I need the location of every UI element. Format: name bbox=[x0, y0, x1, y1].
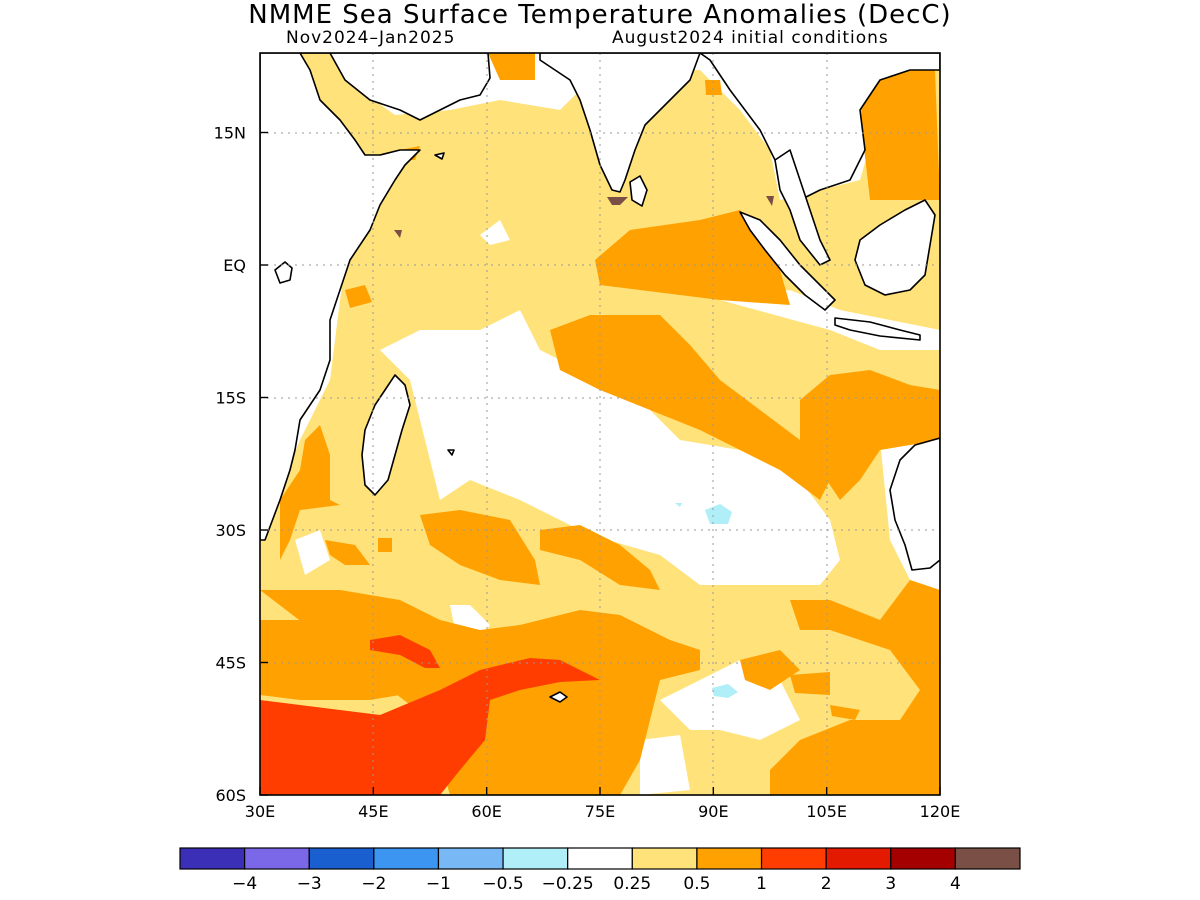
colorbar-swatch bbox=[890, 847, 956, 870]
colorbar-label: −2 bbox=[361, 874, 386, 894]
lon-tick-label: 75E bbox=[585, 802, 615, 821]
colorbar-label: 4 bbox=[950, 874, 961, 894]
kerguelen-island bbox=[549, 691, 568, 703]
lon-tick-label: 120E bbox=[920, 802, 961, 821]
colorbar-swatch bbox=[954, 847, 1021, 870]
colorbar-swatch bbox=[502, 847, 569, 870]
australia-landmass bbox=[889, 437, 940, 571]
colorbar-swatch bbox=[760, 847, 827, 870]
colorbar-swatch bbox=[308, 847, 375, 870]
africa-landmass bbox=[260, 53, 421, 541]
colorbar-label: 1 bbox=[756, 874, 767, 894]
colorbar-swatch bbox=[437, 847, 504, 870]
malay-peninsula-landmass bbox=[774, 149, 831, 266]
colorbar-label: −3 bbox=[297, 874, 322, 894]
colorbar-swatch bbox=[244, 847, 310, 870]
anomaly-band-neg-0.25-neg-0.5 bbox=[675, 503, 738, 698]
colorbar-swatch bbox=[567, 847, 633, 870]
colorbar-swatch bbox=[631, 847, 698, 870]
sri-lanka-landmass bbox=[629, 175, 648, 207]
colorbar-label: −0.5 bbox=[482, 874, 523, 894]
colorbar-swatch bbox=[825, 847, 892, 870]
madagascar-landmass bbox=[361, 374, 411, 496]
lat-tick-label: 15N bbox=[214, 124, 246, 143]
colorbar-label: 2 bbox=[821, 874, 832, 894]
mascarene-islands bbox=[447, 449, 455, 456]
lat-tick-label: 60S bbox=[215, 786, 246, 805]
colorbar: −4 −3 −2 −1 −0.5 −0.25 0.25 0.5 1 2 3 4 bbox=[179, 847, 1021, 894]
colorbar-label: 3 bbox=[885, 874, 896, 894]
sumatra-landmass bbox=[739, 211, 836, 311]
colorbar-label: −1 bbox=[426, 874, 451, 894]
colorbar-swatch bbox=[696, 847, 763, 870]
lake-victoria-landmass bbox=[274, 261, 293, 284]
landmasses bbox=[260, 53, 940, 703]
colorbar-label: 0.25 bbox=[613, 874, 651, 894]
lat-tick-label: 30S bbox=[215, 521, 246, 540]
anomaly-band-4-plus bbox=[394, 196, 774, 238]
colorbar-label: 0.5 bbox=[683, 874, 710, 894]
java-landmass bbox=[834, 317, 921, 341]
lon-tick-label: 60E bbox=[471, 802, 501, 821]
anomaly-band-1-2 bbox=[260, 635, 600, 795]
socotra-landmass bbox=[434, 152, 445, 160]
lat-tick-label: 15S bbox=[215, 389, 246, 408]
lat-tick-label: EQ bbox=[223, 256, 246, 275]
initial-conditions-label: August2024 initial conditions bbox=[612, 28, 889, 48]
map-title: NMME Sea Surface Temperature Anomalies (… bbox=[248, 0, 952, 30]
lon-tick-label: 30E bbox=[245, 802, 275, 821]
lon-tick-label: 90E bbox=[698, 802, 728, 821]
sst-anomaly-map bbox=[260, 53, 940, 795]
arabia-landmass bbox=[299, 53, 491, 121]
borneo-landmass bbox=[854, 199, 936, 296]
axis-ticks: 30E 45E 60E 75E 90E 105E 120E 15N EQ 15S 30S 45S 60S bbox=[214, 124, 961, 822]
colorbar-label: −0.25 bbox=[542, 874, 594, 894]
forecast-period: Nov2024–Jan2025 bbox=[286, 28, 456, 48]
colorbar-swatch bbox=[179, 847, 246, 870]
colorbar-label: −4 bbox=[232, 874, 257, 894]
india-landmass bbox=[539, 53, 701, 193]
grid-lines bbox=[260, 53, 940, 795]
lat-tick-label: 45S bbox=[215, 654, 246, 673]
lon-tick-label: 105E bbox=[806, 802, 847, 821]
bay-coast-landmass bbox=[699, 53, 940, 201]
lon-tick-label: 45E bbox=[358, 802, 388, 821]
colorbar-swatch bbox=[373, 847, 440, 870]
